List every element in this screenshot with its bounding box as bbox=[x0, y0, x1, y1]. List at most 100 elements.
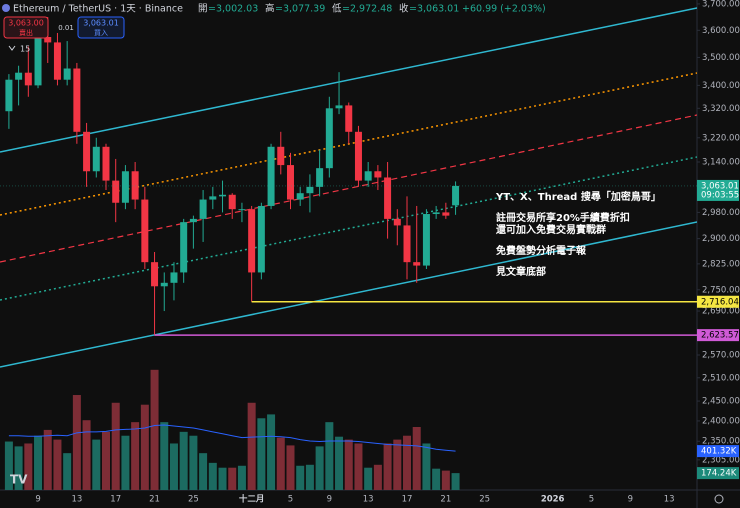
ohlc-value: =3,002.03 bbox=[208, 4, 258, 15]
volume-bar bbox=[34, 435, 43, 490]
candle-body bbox=[277, 146, 285, 166]
volume-bar bbox=[14, 446, 23, 490]
candle-body bbox=[141, 199, 149, 263]
candle-body bbox=[83, 131, 91, 172]
sell-label: 賣出 bbox=[19, 28, 33, 37]
ohlc-readout: 開 =3,002.03 高 =3,077.39 低 =2,972.48 收 =3,063.01… bbox=[198, 3, 546, 15]
volume-bar bbox=[412, 427, 421, 490]
volume-bar bbox=[111, 402, 120, 490]
volume-bar bbox=[305, 464, 314, 490]
candle-body bbox=[432, 212, 440, 215]
candle-body bbox=[44, 37, 52, 43]
ohlc-label: 高 bbox=[265, 3, 275, 15]
channel-mid bbox=[0, 114, 697, 263]
x-tick-label: 21 bbox=[440, 495, 451, 505]
volume-bar bbox=[179, 431, 188, 490]
candle-body bbox=[248, 209, 256, 273]
marks bbox=[0, 17, 697, 490]
sell-button[interactable] bbox=[3, 16, 49, 39]
candle-body bbox=[63, 68, 71, 80]
buy-label: 買入 bbox=[94, 29, 108, 37]
volume-bar bbox=[286, 445, 295, 490]
volume-bar bbox=[218, 467, 227, 490]
candle-body bbox=[121, 171, 129, 203]
volume-bar bbox=[121, 435, 130, 490]
volume-bar bbox=[257, 418, 266, 490]
level-label-bg bbox=[697, 329, 739, 342]
candle-body bbox=[24, 72, 32, 86]
last-price-bg bbox=[697, 179, 739, 201]
volume-bar bbox=[364, 467, 373, 490]
volume-label: 174.24K bbox=[701, 469, 737, 479]
buy-price: 3,063.01 bbox=[83, 19, 119, 28]
candle-body bbox=[296, 193, 304, 200]
candle-body bbox=[92, 146, 100, 172]
x-tick-label: 9 bbox=[327, 495, 332, 505]
candle-body bbox=[257, 205, 265, 273]
candle-body bbox=[413, 262, 421, 266]
y-tick-label: 2,400.00 bbox=[702, 416, 740, 426]
volume-bar bbox=[451, 473, 460, 490]
volume-bar bbox=[237, 465, 246, 490]
annotation: 還可加入免費交易實戰群 bbox=[496, 223, 606, 236]
ohlc-value: =2,972.48 bbox=[342, 4, 392, 15]
x-tick-label: 21 bbox=[149, 495, 160, 505]
annotation: 免費盤勢分析電子報 bbox=[496, 244, 587, 257]
countdown: 09:03:55 bbox=[701, 190, 739, 200]
ohlc-value: =3,063.01 bbox=[409, 4, 459, 15]
volume-bar bbox=[296, 465, 305, 490]
level-label-bg bbox=[697, 295, 739, 308]
level-label: 2,716.04 bbox=[701, 297, 739, 307]
candle-body bbox=[442, 212, 450, 216]
volume-bar bbox=[422, 443, 431, 490]
x-tick-label: 9 bbox=[628, 495, 633, 505]
change: +60.99 (+2.03%) bbox=[462, 4, 546, 15]
candle-body bbox=[364, 171, 372, 181]
volume-bar bbox=[335, 436, 344, 490]
y-tick-label: 2,570.00 bbox=[702, 351, 740, 361]
channel-bottom bbox=[0, 221, 697, 368]
candle-body bbox=[199, 199, 207, 219]
y-tick-label: 3,400.00 bbox=[702, 81, 740, 91]
volume-bar bbox=[393, 439, 402, 490]
indicator-count: 15 bbox=[20, 45, 30, 54]
y-tick-label: 2,750.00 bbox=[702, 285, 740, 295]
x-tick-label: 25 bbox=[479, 495, 490, 505]
candle-body bbox=[112, 180, 120, 203]
y-tick-label: 3,600.00 bbox=[702, 26, 740, 36]
x-tick-label: 17 bbox=[402, 495, 413, 505]
volume-label-bg bbox=[697, 445, 739, 458]
buy-button[interactable] bbox=[77, 16, 125, 39]
drawings bbox=[0, 7, 697, 368]
settings-icon[interactable] bbox=[714, 494, 724, 504]
ohlc-label: 低 bbox=[332, 3, 342, 15]
candle-body bbox=[403, 225, 411, 263]
y-tick-label: 3,220.00 bbox=[702, 133, 740, 143]
candle-body bbox=[209, 196, 217, 200]
volume-bar bbox=[160, 422, 169, 490]
volume-bar bbox=[208, 462, 217, 490]
candle-body bbox=[5, 79, 13, 112]
volume-bar bbox=[4, 441, 13, 490]
volume-label: 401.32K bbox=[701, 447, 737, 457]
volume-bar bbox=[383, 443, 392, 490]
logo: TV bbox=[10, 473, 28, 487]
candle-body bbox=[354, 131, 362, 181]
volume-bar bbox=[102, 431, 110, 490]
volume-bar bbox=[441, 470, 450, 490]
y-tick-label: 3,320.00 bbox=[702, 104, 740, 114]
volume-bar bbox=[92, 439, 101, 490]
candle-body bbox=[53, 42, 61, 80]
candle-body bbox=[316, 168, 324, 187]
y-tick-label: 3,500.00 bbox=[702, 53, 740, 63]
candle-body bbox=[238, 209, 246, 211]
indicator-toggle[interactable] bbox=[8, 45, 16, 51]
volume-bar bbox=[403, 435, 412, 490]
candle-body bbox=[393, 218, 401, 226]
sell-price: 3,063.00 bbox=[8, 19, 44, 28]
y-tick-label: 2,305.00 bbox=[702, 455, 740, 465]
volume-bar bbox=[150, 369, 159, 490]
candle-body bbox=[73, 68, 81, 132]
candle-body bbox=[34, 37, 42, 86]
